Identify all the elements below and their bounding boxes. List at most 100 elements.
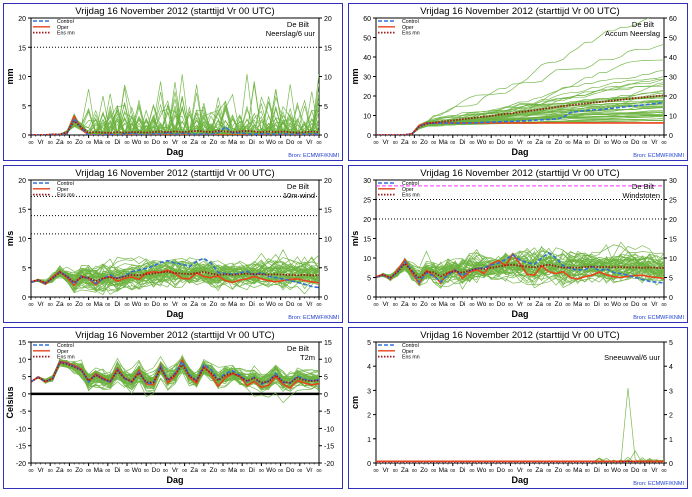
y-tick-label-right: 30 xyxy=(669,178,677,185)
x-hour-label: 00 xyxy=(240,302,246,307)
x-day-label: Vr xyxy=(651,139,658,146)
x-hour-label: 00 xyxy=(144,140,150,145)
source-label: Bron: ECMWF/KNMI xyxy=(288,153,339,159)
x-hour-label: 00 xyxy=(278,140,284,145)
variable-label: 10m wind xyxy=(283,191,315,200)
x-day-label: Do xyxy=(152,467,161,474)
chart-panel-wind: Vrijdag 16 November 2012 (starttijd Vr 0… xyxy=(4,166,343,323)
x-day-label: Vr xyxy=(651,301,658,308)
x-hour-label: 00 xyxy=(240,468,246,473)
y-tick-label-left: 5 xyxy=(367,276,371,283)
y-tick-label-right: 3 xyxy=(669,388,673,395)
x-hour-label: 00 xyxy=(546,140,552,145)
y-tick-label-left: 20 xyxy=(363,217,371,224)
y-tick-label-left: 25 xyxy=(363,198,371,205)
y-tick-label-right: 0 xyxy=(669,295,673,302)
y-tick-label-right: 20 xyxy=(669,94,677,101)
x-hour-label: 00 xyxy=(201,468,207,473)
y-tick-label-right: 15 xyxy=(324,45,332,52)
chart-panel-neerslag: Vrijdag 16 November 2012 (starttijd Vr 0… xyxy=(4,4,343,161)
x-day-label: Wo xyxy=(132,139,142,146)
x-hour-label: 00 xyxy=(105,302,111,307)
x-hour-label: 00 xyxy=(28,302,34,307)
x-day-label: Di xyxy=(594,467,600,474)
x-hour-label: 00 xyxy=(297,140,303,145)
x-hour-label: 00 xyxy=(412,468,418,473)
x-hour-label: 00 xyxy=(259,468,265,473)
y-tick-label-right: 20 xyxy=(324,178,332,185)
x-hour-label: 00 xyxy=(220,468,226,473)
y-tick-label-left: 10 xyxy=(363,256,371,263)
x-hour-label: 00 xyxy=(450,468,456,473)
x-day-label: Zo xyxy=(210,301,218,308)
y-tick-label-left: 10 xyxy=(18,357,26,364)
y-tick-label-right: 15 xyxy=(669,237,677,244)
variable-label: Accum Neerslag xyxy=(605,29,660,38)
y-tick-label-left: 20 xyxy=(363,94,371,101)
panel-title: Vrijdag 16 November 2012 (starttijd Vr 0… xyxy=(75,6,274,17)
y-tick-label-left: 30 xyxy=(363,178,371,185)
station-label: De Bilt xyxy=(287,182,310,191)
x-day-label: Vr xyxy=(517,467,524,474)
y-tick-label-right: 10 xyxy=(324,237,332,244)
legend-label: Ens mn xyxy=(57,31,75,37)
y-tick-label-right: 5 xyxy=(324,266,328,273)
x-day-label: Di xyxy=(594,301,600,308)
x-day-label: Vr xyxy=(172,139,179,146)
x-hour-label: 00 xyxy=(393,302,399,307)
y-tick-label-left: 15 xyxy=(363,237,371,244)
y-tick-label-left: 0 xyxy=(367,295,371,302)
x-day-label: Do xyxy=(286,301,295,308)
x-hour-label: 00 xyxy=(105,468,111,473)
y-tick-label-left: 5 xyxy=(22,266,26,273)
y-tick-label-right: 0 xyxy=(669,461,673,468)
y-tick-label-right: -15 xyxy=(324,444,334,451)
x-axis-label: Dag xyxy=(166,475,183,485)
chart-panel-accum: Vrijdag 16 November 2012 (starttijd Vr 0… xyxy=(349,4,688,161)
y-tick-label-left: 10 xyxy=(363,114,371,121)
x-hour-label: 00 xyxy=(48,140,54,145)
x-day-label: Di xyxy=(459,139,465,146)
x-hour-label: 00 xyxy=(450,302,456,307)
y-tick-label-right: -20 xyxy=(324,461,334,468)
x-day-label: Wo xyxy=(132,301,142,308)
panel-title: Vrijdag 16 November 2012 (starttijd Vr 0… xyxy=(420,330,619,341)
y-tick-label-right: 0 xyxy=(324,133,328,140)
y-tick-label-right: 25 xyxy=(669,198,677,205)
x-hour-label: 00 xyxy=(661,140,667,145)
x-hour-label: 00 xyxy=(604,468,610,473)
x-day-label: Zo xyxy=(210,139,218,146)
x-hour-label: 00 xyxy=(163,302,169,307)
y-tick-label-left: 0 xyxy=(22,133,26,140)
x-day-label: Do xyxy=(631,139,640,146)
x-hour-label: 00 xyxy=(240,140,246,145)
x-day-label: Vr xyxy=(306,139,313,146)
y-axis-label: mm xyxy=(350,68,360,84)
y-tick-label-left: 3 xyxy=(367,388,371,395)
y-tick-label-left: 15 xyxy=(18,45,26,52)
x-hour-label: 00 xyxy=(642,302,648,307)
panel-title: Vrijdag 16 November 2012 (starttijd Vr 0… xyxy=(75,168,274,179)
x-hour-label: 00 xyxy=(585,302,591,307)
x-hour-label: 00 xyxy=(297,302,303,307)
x-hour-label: 00 xyxy=(393,140,399,145)
x-day-label: Zo xyxy=(555,139,563,146)
y-tick-label-left: 0 xyxy=(367,133,371,140)
y-tick-label-right: 20 xyxy=(324,16,332,23)
x-hour-label: 00 xyxy=(105,140,111,145)
y-tick-label-right: 1 xyxy=(669,437,673,444)
x-hour-label: 00 xyxy=(201,140,207,145)
x-day-label: Za xyxy=(535,139,543,146)
x-hour-label: 00 xyxy=(220,140,226,145)
x-hour-label: 00 xyxy=(201,302,207,307)
y-tick-label-right: 2 xyxy=(669,413,673,420)
source-label: Bron: ECMWF/KNMI xyxy=(288,315,339,321)
legend-label: Ens mn xyxy=(402,193,420,199)
x-hour-label: 00 xyxy=(661,302,667,307)
x-day-label: Wo xyxy=(266,301,276,308)
x-hour-label: 00 xyxy=(412,302,418,307)
y-tick-label-left: 10 xyxy=(18,75,26,82)
x-day-label: Wo xyxy=(477,467,487,474)
y-tick-label-right: 0 xyxy=(324,295,328,302)
x-axis-label: Dag xyxy=(511,475,528,485)
